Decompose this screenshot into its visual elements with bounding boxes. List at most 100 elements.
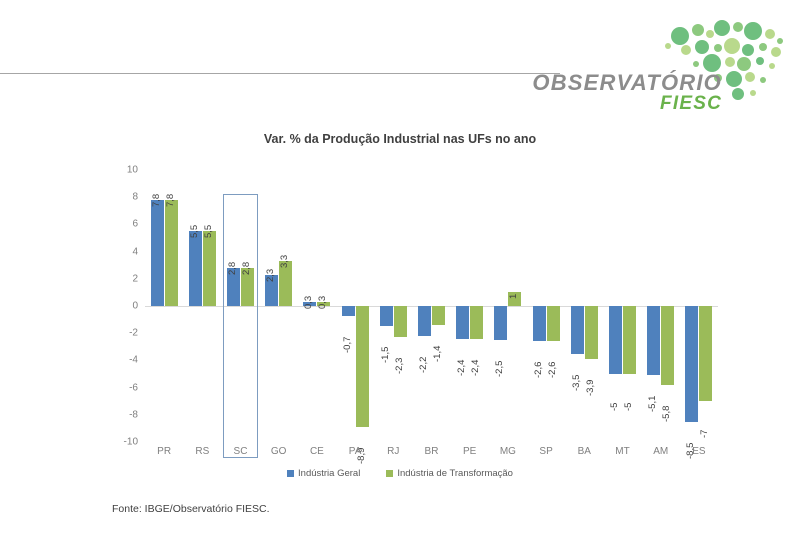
bar-group: -1,5 -2,3 — [379, 170, 407, 442]
y-axis-tick-label: 6 — [132, 218, 138, 230]
bar-group: -3,5 -3,9 — [570, 170, 598, 442]
bar-data-label: -0,7 — [341, 336, 353, 353]
bar-MG-geral[interactable] — [494, 306, 508, 340]
bar-data-label: -5,8 — [661, 405, 673, 422]
x-axis-tick-label-RJ: RJ — [387, 446, 400, 457]
x-axis-tick-label-CE: CE — [309, 446, 324, 457]
bar-group: -5 -5 — [609, 170, 636, 442]
bar-data-label: -2,4 — [470, 359, 482, 376]
bar-data-label: -1,4 — [432, 345, 443, 363]
bar-data-label: 7,8 — [150, 193, 162, 207]
logo-subword-text: FIESC — [660, 93, 722, 114]
bar-data-label: 7,8 — [164, 193, 176, 207]
bar-CE-transformacao[interactable] — [317, 301, 331, 306]
x-axis-tick-label-MG: MG — [499, 446, 516, 457]
observatorio-fiesc-logo: OBSERVATÓRIO FIESC — [522, 14, 792, 114]
bar-BR-transformacao[interactable] — [432, 306, 445, 326]
bar-group: 2,3 3,3 — [265, 170, 293, 442]
y-axis-tick-label: -2 — [129, 327, 138, 339]
y-axis-tick-label: 0 — [132, 300, 138, 312]
bar-PA-geral[interactable] — [341, 306, 355, 316]
bar-RJ-transformacao[interactable] — [393, 306, 407, 338]
bar-data-label: 0,3 — [303, 295, 315, 309]
bar-PE-transformacao[interactable] — [470, 306, 484, 339]
x-axis-tick-label-SC: SC — [233, 446, 248, 457]
bar-BR-geral[interactable] — [418, 306, 431, 336]
bar-MT-transformacao[interactable] — [623, 306, 636, 374]
bar-group: 2,8 2,8 — [227, 170, 254, 442]
header-divider-rule — [0, 73, 560, 74]
bar-group: -8,5 -7 — [685, 170, 713, 459]
bar-group: -2,2 -1,4 — [418, 170, 445, 442]
bar-RS-geral[interactable] — [188, 231, 202, 306]
bar-PR-geral[interactable] — [150, 199, 164, 306]
bar-data-label: -3,9 — [584, 379, 596, 397]
bar-GO-transformacao[interactable] — [279, 261, 293, 306]
bar-BA-transformacao[interactable] — [584, 306, 598, 360]
bars-container: 7,8 7,8 PR 5,5 5,5 RS 2,8 2,8 SC 2,3 3,3 GO 0,3 0,3 CE… — [145, 170, 718, 464]
bar-BA-geral[interactable] — [570, 306, 584, 354]
bar-data-label: -2,3 — [393, 357, 405, 375]
y-axis-tick-label: -6 — [129, 382, 138, 394]
x-axis-tick-label-RS: RS — [195, 446, 210, 457]
bar-AM-transformacao[interactable] — [661, 306, 675, 385]
bar-data-label: 2,8 — [241, 261, 252, 275]
bar-data-label: 5,5 — [202, 224, 214, 239]
x-axis-tick-label-PE: PE — [463, 446, 477, 457]
bar-ES-transformacao[interactable] — [699, 306, 713, 402]
y-axis-tick-label: 8 — [132, 191, 138, 203]
y-axis-tick-label: 4 — [132, 246, 138, 258]
bar-data-label: 1 — [508, 294, 520, 300]
chart-title: Var. % da Produção Industrial nas UFs no… — [263, 132, 537, 146]
bar-group: 7,8 7,8 — [150, 170, 178, 442]
bar-data-label: -2,2 — [418, 356, 429, 373]
source-note: Fonte: IBGE/Observatório FIESC. — [112, 503, 270, 515]
bar-SP-geral[interactable] — [532, 306, 546, 342]
bar-data-label: 2,3 — [265, 268, 277, 282]
bar-RS-transformacao[interactable] — [202, 231, 216, 306]
bar-ES-geral[interactable] — [685, 306, 699, 422]
legend-label-1: Indústria de Transformação — [397, 468, 513, 479]
bar-GO-geral[interactable] — [265, 274, 279, 306]
bar-group: -2,5 1 — [494, 170, 522, 442]
bar-group: -2,6 -2,6 — [532, 170, 560, 442]
logo-wordmark-text: OBSERVATÓRIO — [532, 70, 722, 95]
brazil-dot-map-icon — [665, 20, 783, 100]
bar-data-label: -7 — [699, 429, 711, 439]
x-axis-tick-label-GO: GO — [270, 446, 287, 457]
x-axis-tick-label-PR: PR — [157, 446, 172, 457]
bar-data-label: -5 — [609, 402, 620, 411]
y-axis-tick-label: 10 — [126, 164, 138, 176]
bar-MG-transformacao[interactable] — [508, 292, 522, 306]
bar-MT-geral[interactable] — [609, 306, 622, 374]
bar-SC-geral[interactable] — [227, 267, 240, 306]
bar-CE-geral[interactable] — [303, 301, 317, 306]
legend-item-1[interactable]: Indústria de Transformação — [386, 468, 513, 479]
bar-AM-geral[interactable] — [647, 306, 661, 376]
bar-SC-transformacao[interactable] — [241, 267, 254, 306]
bar-SP-transformacao[interactable] — [546, 306, 560, 342]
legend-label-0: Indústria Geral — [298, 468, 361, 479]
bar-PE-geral[interactable] — [456, 306, 470, 339]
chart-plot-area: 7,8 7,8 PR 5,5 5,5 RS 2,8 2,8 SC 2,3 3,3 GO 0,3 0,3 CE… — [108, 165, 718, 464]
bar-PA-transformacao[interactable] — [355, 306, 369, 428]
bar-RJ-geral[interactable] — [379, 306, 393, 327]
bar-data-label: 2,8 — [227, 261, 238, 275]
bar-data-label: 3,3 — [279, 254, 291, 269]
bar-data-label: -5 — [623, 402, 634, 411]
bar-PR-transformacao[interactable] — [164, 199, 178, 306]
chart-legend: Indústria Geral Indústria de Transformaç… — [0, 468, 800, 479]
bar-group: 5,5 5,5 — [188, 170, 216, 442]
bar-group: -5,1 -5,8 — [647, 170, 675, 442]
bar-group: -2,4 -2,4 — [456, 170, 484, 442]
legend-item-0[interactable]: Indústria Geral — [287, 468, 360, 479]
x-axis-tick-label-BA: BA — [577, 446, 591, 457]
bar-data-label: -2,6 — [546, 361, 558, 379]
legend-swatch-0 — [287, 470, 295, 477]
zero-baseline — [145, 306, 718, 307]
y-axis-tick-label: -10 — [123, 436, 138, 448]
bar-data-label: -3,5 — [570, 374, 582, 391]
x-axis-tick-label-ES: ES — [692, 446, 706, 457]
bar-data-label: -5,1 — [647, 395, 659, 413]
y-axis-tick-label: -4 — [129, 354, 138, 366]
